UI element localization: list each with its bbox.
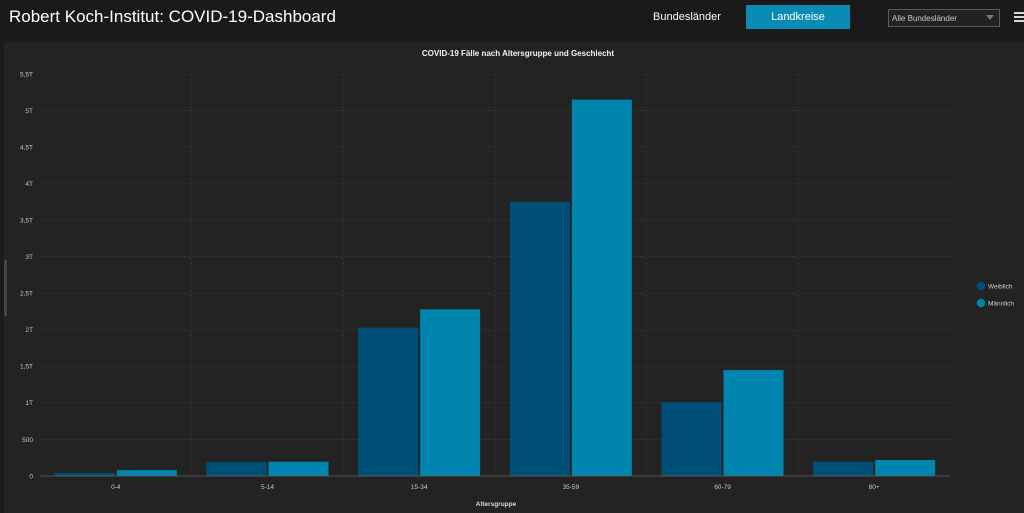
panel-resize-handle[interactable] bbox=[4, 260, 7, 316]
bars bbox=[54, 99, 936, 476]
bar-weiblich-60-79[interactable] bbox=[661, 402, 722, 476]
top-bar: Robert Koch-Institut: COVID-19-Dashboard… bbox=[0, 0, 1024, 36]
y-tick-label: 2,5T bbox=[20, 291, 33, 298]
y-tick-label: 1T bbox=[25, 400, 33, 407]
x-tick-label: 35-59 bbox=[563, 484, 580, 491]
x-tick-label: 15-34 bbox=[411, 484, 428, 491]
legend: Weiblich Männlich bbox=[976, 281, 1014, 308]
legend-swatch[interactable] bbox=[976, 298, 986, 308]
bar-maennlich-80+[interactable] bbox=[875, 459, 936, 476]
x-tick-label: 60-79 bbox=[714, 484, 731, 491]
y-tick-label: 1,5T bbox=[20, 364, 33, 371]
bar-weiblich-0-4[interactable] bbox=[54, 473, 115, 476]
x-tick-label: 5-14 bbox=[261, 484, 274, 491]
grid bbox=[40, 73, 950, 476]
bar-maennlich-35-59[interactable] bbox=[571, 99, 632, 476]
axes: 0 500 1T 1,5T 2T 2,5T 3T 3,5T 4T 4,5T 5T 5,5T 0-4 5-1… bbox=[20, 71, 950, 491]
bar-weiblich-80+[interactable] bbox=[813, 461, 874, 476]
bar-maennlich-5-14[interactable] bbox=[268, 461, 329, 476]
chart: 0 500 1T 1,5T 2T 2,5T 3T 3,5T 4T 4,5T 5T 5,5T 0-4 5-1… bbox=[20, 49, 1014, 508]
y-tick-label: 4T bbox=[25, 181, 33, 188]
y-tick-label: 3T bbox=[25, 254, 33, 261]
bar-weiblich-5-14[interactable] bbox=[206, 462, 267, 476]
chart-panel: 0 500 1T 1,5T 2T 2,5T 3T 3,5T 4T 4,5T 5T 5,5T 0-4 5-1… bbox=[4, 42, 1024, 513]
y-tick-label: 2T bbox=[25, 327, 33, 334]
legend-label[interactable]: Männlich bbox=[988, 300, 1014, 307]
x-tick-label: 80+ bbox=[869, 484, 880, 491]
y-tick-label: 4,5T bbox=[20, 144, 33, 151]
bar-weiblich-35-59[interactable] bbox=[509, 201, 570, 476]
bar-maennlich-60-79[interactable] bbox=[723, 370, 784, 476]
bundeslaender-button[interactable]: Bundesländer bbox=[653, 11, 721, 23]
y-tick-label: 5,5T bbox=[20, 71, 33, 78]
chevron-down-icon bbox=[986, 15, 994, 20]
y-tick-label: 0 bbox=[29, 473, 33, 480]
legend-swatch[interactable] bbox=[976, 281, 986, 291]
region-select[interactable]: Alle Bundesländer bbox=[888, 9, 1000, 27]
hamburger-menu-icon[interactable] bbox=[1014, 12, 1024, 23]
landkreise-button[interactable]: Landkreise bbox=[746, 5, 850, 29]
bar-maennlich-15-34[interactable] bbox=[420, 309, 481, 476]
y-tick-label: 5T bbox=[25, 108, 33, 115]
x-axis-title: Altersgruppe bbox=[476, 501, 517, 508]
legend-label[interactable]: Weiblich bbox=[988, 283, 1013, 290]
x-tick-label: 0-4 bbox=[111, 484, 121, 491]
y-tick-label: 3,5T bbox=[20, 217, 33, 224]
bar-weiblich-15-34[interactable] bbox=[358, 327, 419, 476]
chart-title: COVID-19 Fälle nach Altersgruppe und Ges… bbox=[422, 49, 615, 58]
bar-maennlich-0-4[interactable] bbox=[116, 470, 177, 476]
region-select-value: Alle Bundesländer bbox=[892, 14, 957, 23]
y-tick-label: 500 bbox=[22, 437, 33, 444]
app-title: Robert Koch-Institut: COVID-19-Dashboard bbox=[9, 7, 336, 26]
